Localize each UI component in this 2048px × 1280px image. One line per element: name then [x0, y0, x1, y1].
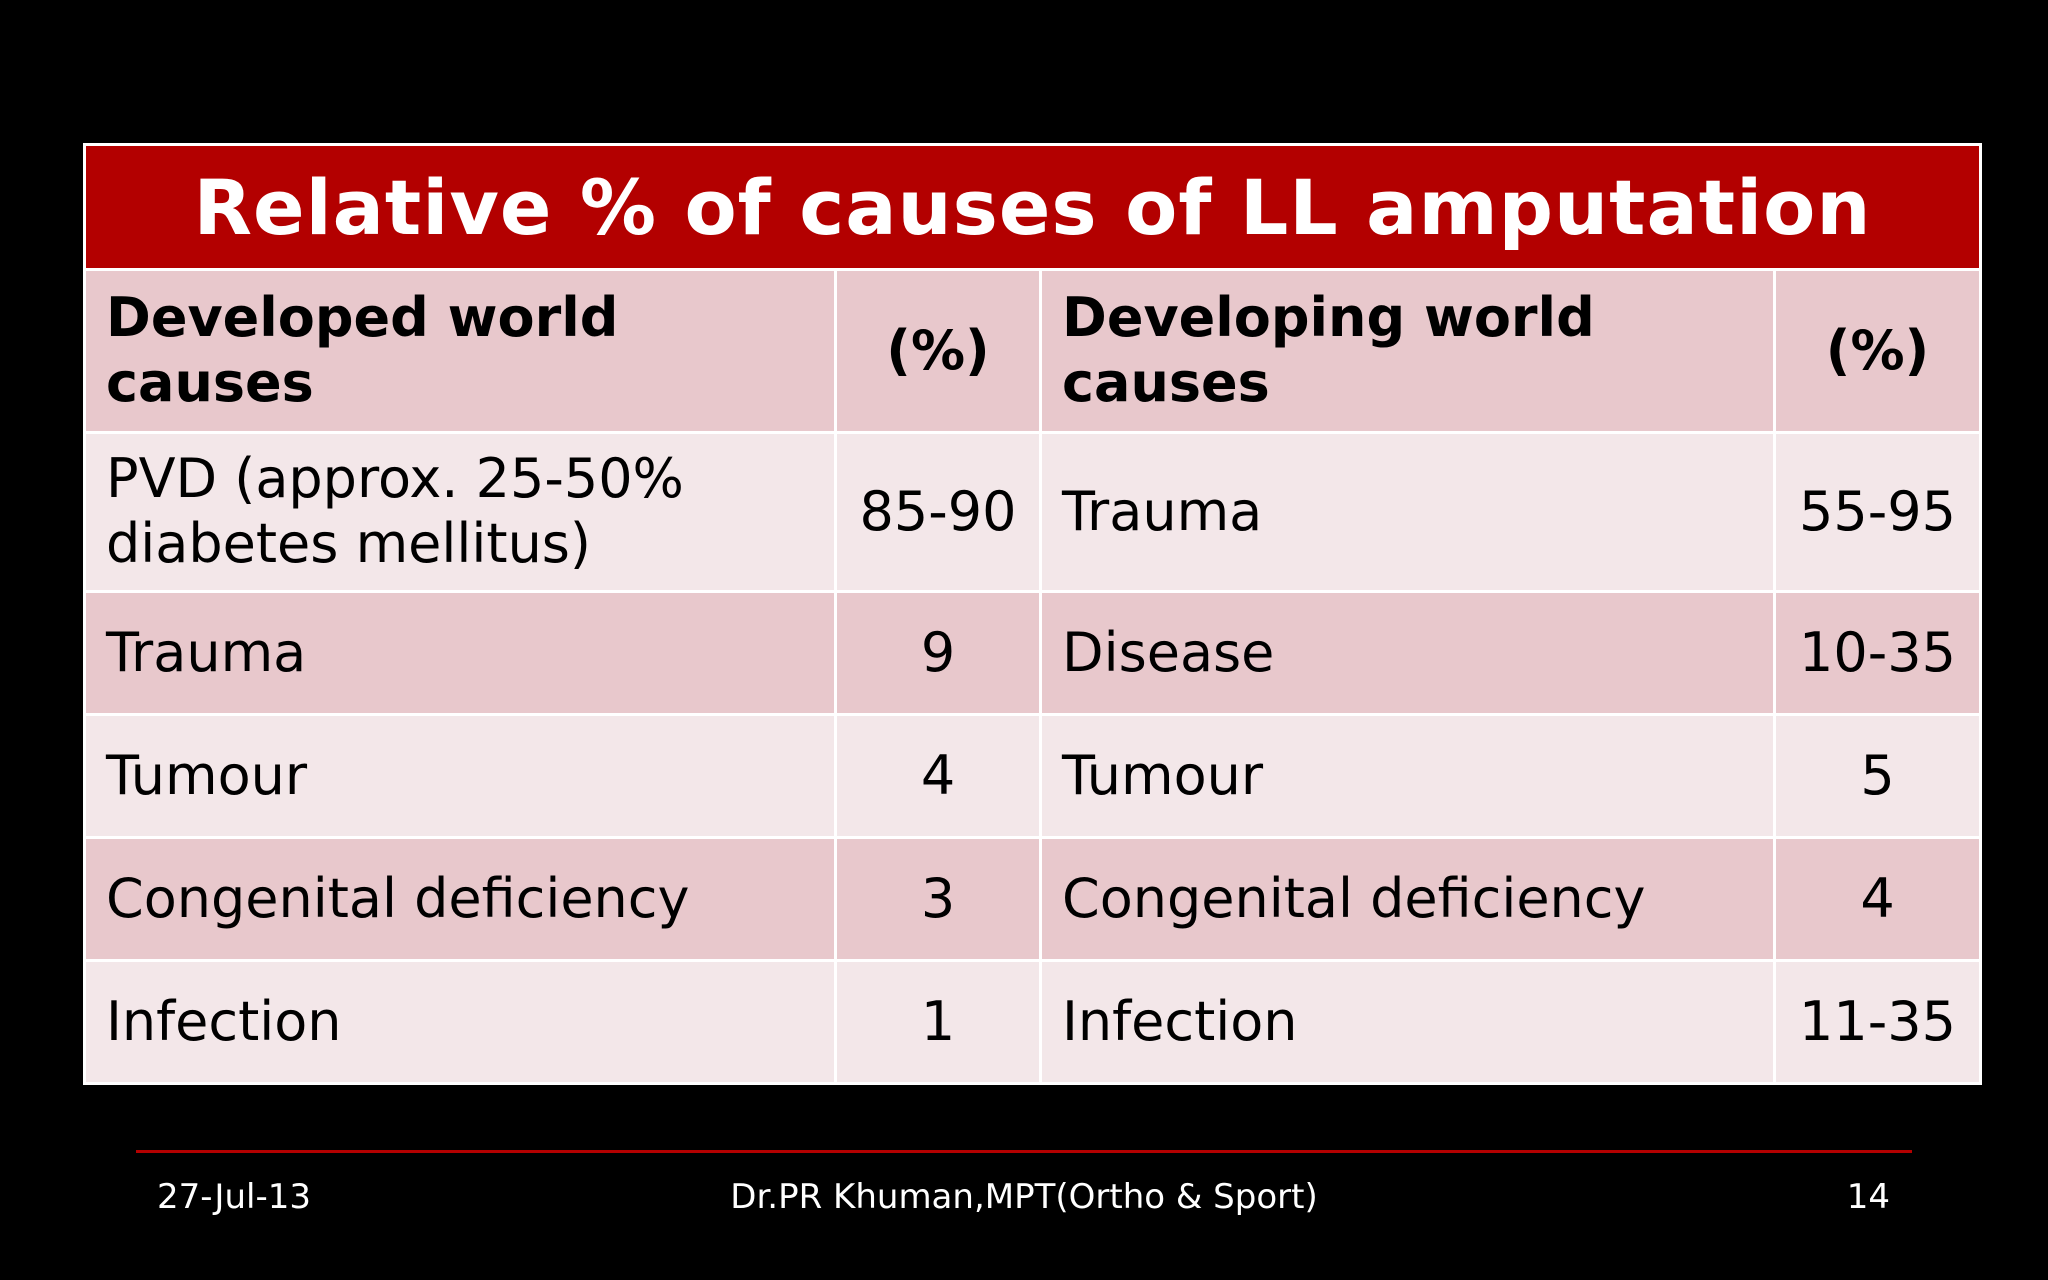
- developed-percent-cell: 4: [834, 713, 1042, 839]
- developed-cause-cell: Trauma: [83, 590, 837, 716]
- header-developing-percent: (%): [1772, 268, 1983, 434]
- developing-cause-cell: Infection: [1039, 959, 1776, 1085]
- developed-cause-cell: PVD (approx. 25-50% diabetes mellitus): [83, 431, 837, 593]
- header-developed-percent: (%): [834, 268, 1042, 434]
- developed-percent-cell: 9: [834, 590, 1042, 716]
- developed-percent-cell: 3: [834, 836, 1042, 962]
- table-row: PVD (approx. 25-50% diabetes mellitus) 8…: [83, 431, 1983, 593]
- title-row: Relative % of causes of LL amputation: [82, 143, 1983, 271]
- developed-percent-cell: 85-90: [834, 431, 1042, 593]
- developed-cause-cell: Congenital deficiency: [83, 836, 837, 962]
- slide-title: Relative % of causes of LL amputation: [82, 143, 1983, 271]
- amputation-causes-table-container: Relative % of causes of LL amputation De…: [82, 143, 1983, 1085]
- developed-cause-cell: Tumour: [83, 713, 837, 839]
- developing-percent-cell: 4: [1772, 836, 1983, 962]
- developing-cause-cell: Tumour: [1039, 713, 1776, 839]
- header-developed-causes: Developed world causes: [83, 268, 837, 434]
- table-row: Infection 1 Infection 11-35: [83, 959, 1983, 1085]
- table-header-row: Developed world causes (%) Developing wo…: [83, 268, 1983, 434]
- developing-cause-cell: Disease: [1039, 590, 1776, 716]
- developing-percent-cell: 11-35: [1772, 959, 1983, 1085]
- developing-percent-cell: 5: [1772, 713, 1983, 839]
- footer-rule: [136, 1150, 1912, 1153]
- developing-cause-cell: Congenital deficiency: [1039, 836, 1776, 962]
- table-row: Tumour 4 Tumour 5: [83, 713, 1983, 839]
- slide-page-number: 14: [1846, 1177, 1890, 1217]
- header-developing-causes: Developing world causes: [1039, 268, 1776, 434]
- table-row: Congenital deficiency 3 Congenital defic…: [83, 836, 1983, 962]
- developing-percent-cell: 55-95: [1772, 431, 1983, 593]
- table-row: Trauma 9 Disease 10-35: [83, 590, 1983, 716]
- developed-percent-cell: 1: [834, 959, 1042, 1085]
- footer-author: Dr.PR Khuman,MPT(Ortho & Sport): [730, 1177, 1318, 1217]
- developing-percent-cell: 10-35: [1772, 590, 1983, 716]
- developing-cause-cell: Trauma: [1039, 431, 1776, 593]
- amputation-causes-table: Relative % of causes of LL amputation De…: [82, 143, 1983, 1085]
- developed-cause-cell: Infection: [83, 959, 837, 1085]
- footer-date: 27-Jul-13: [157, 1177, 311, 1217]
